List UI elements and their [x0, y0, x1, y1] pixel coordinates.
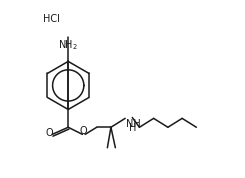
Text: NH$_2$: NH$_2$ [58, 38, 78, 52]
Text: HCl: HCl [43, 14, 60, 24]
Text: NH: NH [125, 119, 140, 129]
Text: O: O [80, 126, 87, 136]
Text: O: O [45, 129, 53, 138]
Text: H: H [129, 123, 136, 133]
